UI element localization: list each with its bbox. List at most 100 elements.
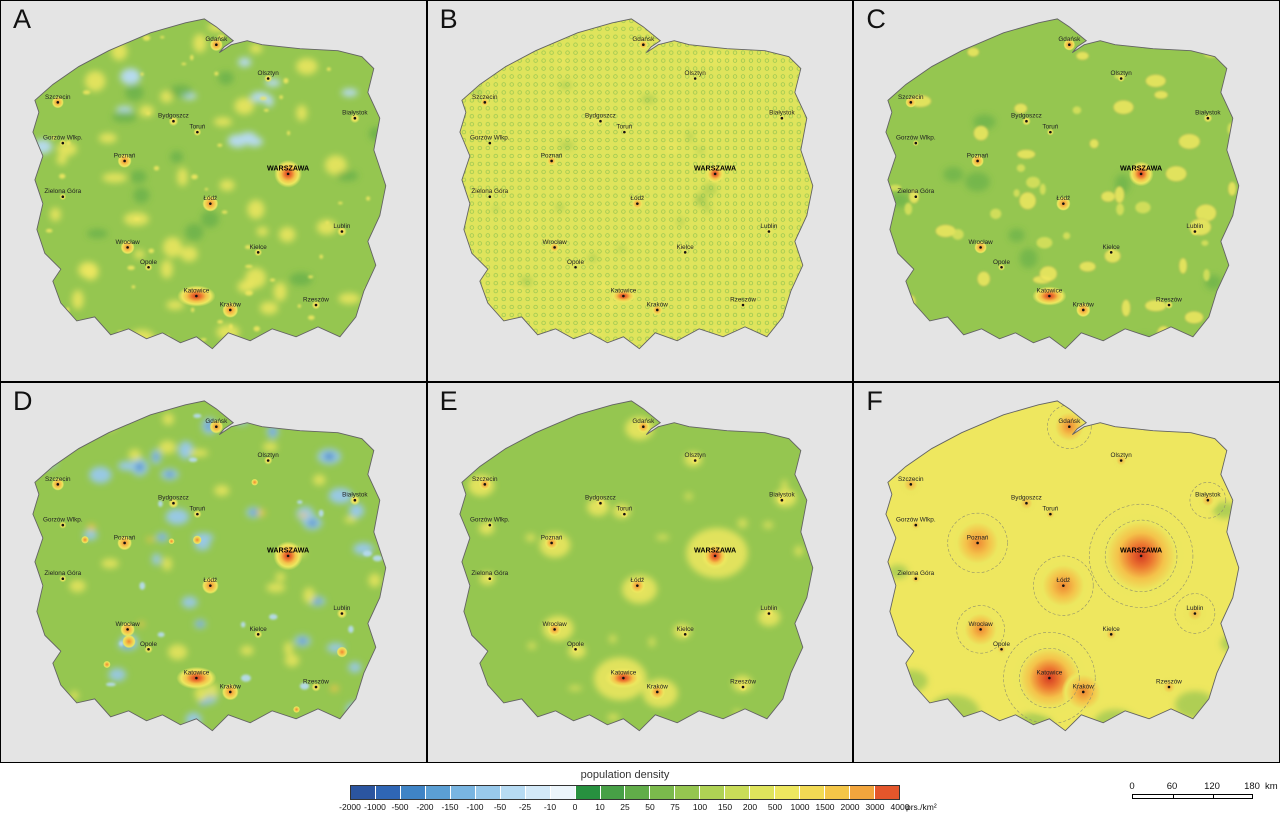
legend-color-cell: [550, 786, 576, 799]
svg-text:Wrocław: Wrocław: [542, 620, 567, 627]
city-marker: Gdańsk: [1059, 36, 1081, 47]
svg-text:Zielona Góra: Zielona Góra: [471, 570, 508, 577]
svg-text:Rzeszów: Rzeszów: [303, 678, 329, 685]
svg-text:Łódź: Łódź: [1057, 195, 1071, 202]
svg-text:Toruń: Toruń: [1043, 505, 1059, 512]
city-marker: Rzeszów: [1156, 297, 1183, 307]
svg-text:Olsztyn: Olsztyn: [258, 452, 280, 459]
svg-text:Kraków: Kraków: [220, 683, 242, 690]
svg-text:Bydgoszcz: Bydgoszcz: [585, 494, 616, 501]
city-marker: Poznań: [967, 534, 989, 544]
city-marker: Gorzów Wlkp.: [470, 516, 510, 526]
legend-tick-label: 1500: [815, 802, 835, 812]
svg-text:Szczecin: Szczecin: [472, 94, 498, 101]
scale-bar-tick-label: 120: [1204, 781, 1220, 792]
city-marker: Zielona Góra: [471, 570, 508, 580]
svg-text:Szczecin: Szczecin: [45, 94, 71, 101]
city-marker: Szczecin: [45, 94, 71, 104]
svg-text:Bydgoszcz: Bydgoszcz: [158, 113, 189, 120]
city-marker: Poznań: [967, 152, 989, 163]
city-marker: Łódź: [630, 577, 644, 587]
svg-text:Gorzów Wlkp.: Gorzów Wlkp.: [896, 135, 936, 142]
city-marker: Białystok: [1195, 491, 1222, 502]
legend-color-cell: [400, 786, 426, 799]
city-marker: Poznań: [114, 534, 136, 544]
svg-text:Katowice: Katowice: [610, 669, 636, 676]
svg-text:Białystok: Białystok: [1195, 110, 1221, 117]
svg-text:Olsztyn: Olsztyn: [1111, 70, 1133, 77]
city-marker: Wrocław: [542, 239, 567, 249]
svg-text:Kielce: Kielce: [676, 625, 694, 632]
svg-text:Olsztyn: Olsztyn: [1111, 452, 1133, 459]
svg-text:Toruń: Toruń: [616, 505, 632, 512]
legend-color-cell: [850, 786, 876, 799]
legend-color-cell: [625, 786, 651, 799]
legend-tick-label: -100: [466, 802, 484, 812]
legend-tick-label: 75: [670, 802, 680, 812]
poland-map-F: Gdańsk Olsztyn Szczecin Białystok BydgoszczT…: [885, 399, 1240, 731]
legend-tick-label: -25: [518, 802, 532, 812]
legend-color-cell: [650, 786, 676, 799]
svg-text:Kielce: Kielce: [250, 625, 268, 632]
legend-color-cell: [775, 786, 801, 799]
svg-text:Toruń: Toruń: [189, 124, 205, 131]
legend-title: population density: [580, 769, 670, 781]
legend-tick-label: 3000: [865, 802, 885, 812]
svg-text:Białystok: Białystok: [1195, 491, 1221, 498]
city-marker: Wrocław: [115, 239, 140, 249]
city-marker: Toruń: [616, 124, 632, 134]
svg-text:Kielce: Kielce: [250, 244, 268, 251]
city-marker: Lublin: [1187, 223, 1204, 233]
city-capital: WARSZAWA: [694, 164, 736, 176]
svg-text:Poznań: Poznań: [967, 534, 989, 541]
scale-bar-tick: [1173, 795, 1174, 798]
legend-tick-label: -1000: [364, 802, 386, 812]
city-marker: Katowice: [1037, 669, 1063, 679]
city-marker: Toruń: [1043, 505, 1059, 515]
city-marker: Opole: [567, 640, 584, 651]
legend-color-cell: [875, 786, 899, 799]
city-capital: WARSZAWA: [1120, 164, 1163, 176]
svg-text:Katowice: Katowice: [183, 288, 209, 295]
city-marker: Olsztyn: [684, 70, 706, 80]
city-marker: Poznań: [540, 152, 563, 163]
scale-bar-tick-label: 180: [1244, 781, 1260, 792]
poland-border-outline: [885, 399, 1240, 731]
city-marker: Kraków: [646, 301, 668, 312]
map-panel-C: Gdańsk Olsztyn Szczecin Białystok Bydgoszcz T…: [853, 0, 1280, 382]
svg-text:Bydgoszcz: Bydgoszcz: [1011, 113, 1042, 120]
svg-text:WARSZAWA: WARSZAWA: [694, 546, 736, 554]
svg-text:Łódź: Łódź: [630, 195, 644, 202]
svg-text:Rzeszów: Rzeszów: [1156, 678, 1182, 685]
city-marker: Białystok: [769, 491, 795, 502]
legend-tick-label: 500: [767, 802, 783, 812]
city-marker: Bydgoszcz: [1011, 494, 1042, 504]
legend-color-cell: [450, 786, 476, 799]
svg-text:Zielona Góra: Zielona Góra: [898, 570, 935, 577]
svg-text:Zielona Góra: Zielona Góra: [898, 188, 935, 195]
city-labels: Gdańsk Olsztyn Szczecin Białystok BydgoszczT…: [43, 36, 368, 312]
city-capital: WARSZAWA: [1120, 546, 1163, 557]
legend-tick-label: 4000: [890, 802, 910, 812]
city-marker: Olsztyn: [1111, 452, 1133, 462]
poland-map-C: Gdańsk Olsztyn Szczecin Białystok BydgoszczT…: [885, 18, 1240, 350]
svg-text:Gdańsk: Gdańsk: [205, 36, 228, 43]
svg-text:Kraków: Kraków: [1073, 301, 1095, 308]
legend-tick-label: 1000: [790, 802, 810, 812]
city-marker: Zielona Góra: [44, 570, 82, 580]
city-marker: Gdańsk: [632, 418, 655, 428]
city-marker: Kraków: [1073, 301, 1095, 312]
svg-text:WARSZAWA: WARSZAWA: [694, 164, 736, 172]
city-marker: Kielce: [250, 625, 268, 636]
legend-color-cell: [475, 786, 501, 799]
legend-color-cell: [351, 786, 376, 799]
svg-text:Łódź: Łódź: [630, 577, 644, 584]
legend-tick-label: -2000: [339, 802, 361, 812]
legend-tick-label: 200: [742, 802, 758, 812]
city-marker: Wrocław: [969, 620, 993, 631]
city-marker: Rzeszów: [1156, 678, 1183, 688]
svg-text:Gdańsk: Gdańsk: [1059, 418, 1082, 425]
city-marker: Rzeszów: [730, 297, 756, 307]
svg-text:Opole: Opole: [567, 640, 584, 647]
city-marker: Toruń: [189, 505, 206, 515]
